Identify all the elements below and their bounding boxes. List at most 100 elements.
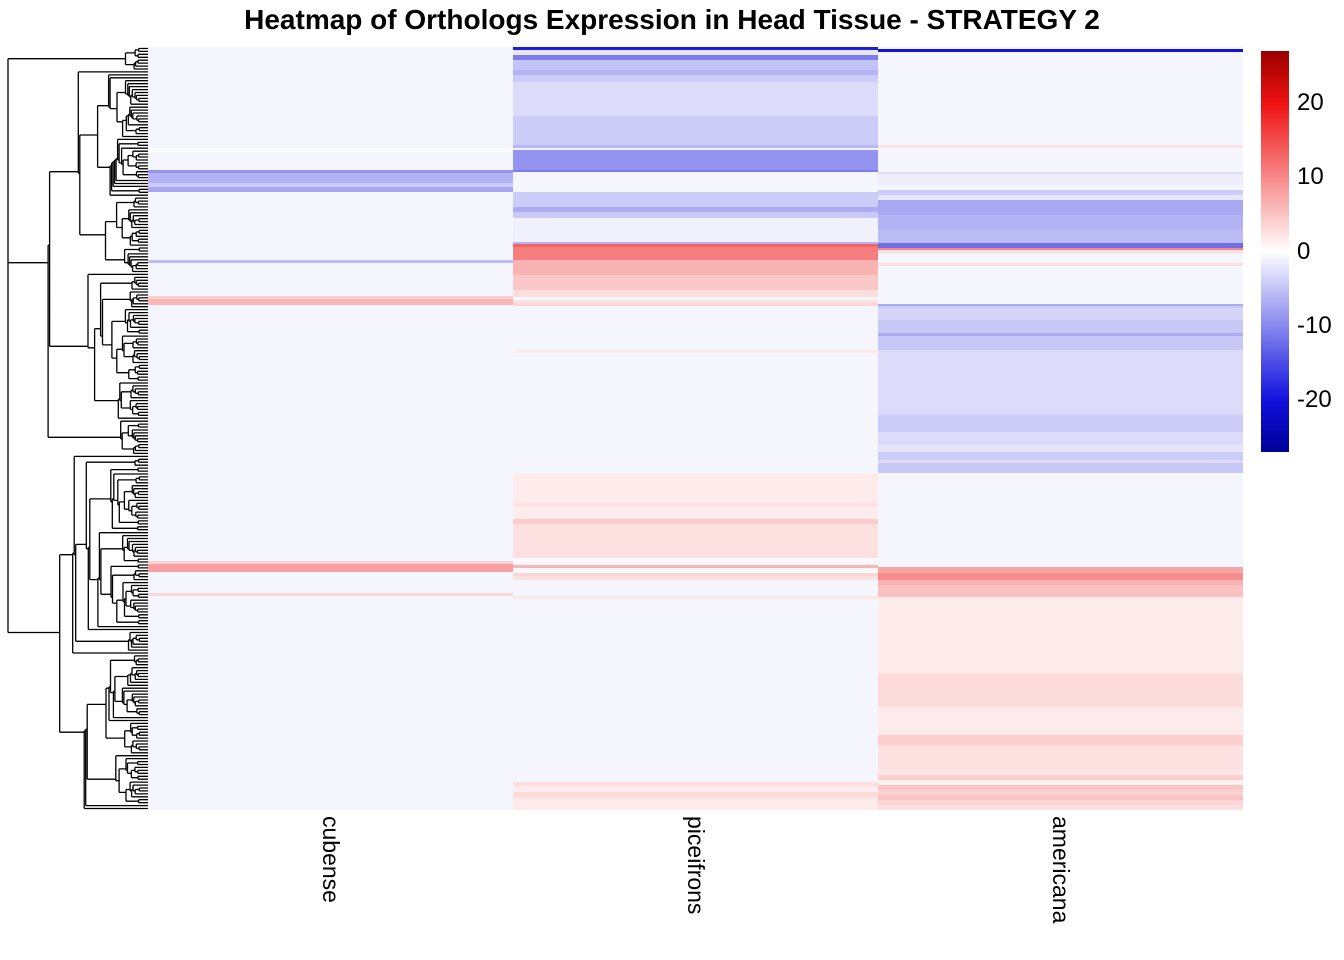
heatmap-cell-band [878,266,1243,304]
heatmap-cell-band [513,212,878,218]
heatmap-cell-band [513,792,878,798]
heatmap-cell-band [878,304,1243,306]
heatmap-cell-band [513,306,878,350]
heatmap-cell-band [513,247,878,260]
heatmap-cell-band [878,195,1243,200]
heatmap-cell-band [513,218,878,242]
heatmap-cell-band [513,300,878,303]
heatmap-cell-band [148,263,513,296]
row-dendrogram [7,47,148,810]
heatmap-cell-band [878,785,1243,790]
dendrogram-lines [7,47,148,810]
heatmap-cell-band [878,452,1243,460]
heatmap-cell-band [513,573,878,576]
colorbar-tick-labels: 20 10 0 -10 -20 [1297,0,1344,960]
column-label-americana: americana [1048,816,1074,924]
colorbar-tick-label: -10 [1297,311,1332,339]
heatmap-cell-band [513,798,878,810]
heatmap-cell-band [148,187,513,192]
heatmap-cell-band [513,60,878,70]
heatmap-cell-band [878,190,1243,195]
heatmap-cell-band [148,173,513,183]
heatmap-cell-band [513,260,878,275]
heatmap-cell-band [878,473,1243,567]
heatmap-cell-band [148,572,513,593]
heatmap-cell-band [878,350,1243,415]
heatmap-cell-band [878,200,1243,215]
heatmap-cell-band [878,432,1243,445]
heatmap-cell-band [878,52,1243,145]
heatmap-cell-band [878,145,1243,148]
heatmap-cell-band [878,585,1243,597]
heatmap-cell-band [513,786,878,792]
colorbar-tick-label: -20 [1297,386,1332,414]
heatmap-cell-band [878,263,1243,266]
column-label-cubense: cubense [318,816,344,903]
heatmap-cell-band [513,519,878,524]
heatmap-cell-band [878,780,1243,785]
heatmap-cell-band [878,735,1243,745]
heatmap-cell-band [513,148,878,150]
heatmap-cell-band [513,82,878,116]
heatmap-cell-band [148,170,513,173]
heatmap-cell-band [878,580,1243,585]
heatmap-cell-band [513,297,878,300]
heatmap-cell-band [513,503,878,506]
heatmap-cell-band [878,320,1243,333]
heatmap-cell-band [878,460,1243,463]
heatmap-cell-band [513,558,878,562]
heatmap-cell-band [878,800,1243,805]
heatmap-cell-band [878,790,1243,795]
heatmap-cell-band [148,296,513,299]
heatmap-cell-band [878,463,1243,473]
chart-title: Heatmap of Orthologs Expression in Head … [244,4,1100,35]
heatmap-cell-band [513,116,878,145]
heatmap-cell-band [513,303,878,306]
heatmap-cell-band [878,770,1243,775]
heatmap-cell-band [148,148,513,152]
heatmap-cell-band [513,75,878,82]
heatmap-cell-band [513,275,878,290]
heatmap-cell-band [148,305,513,561]
heatmap-cell-band [148,299,513,305]
heatmap-cell-band [513,568,878,573]
heatmap-cell-band [513,290,878,297]
heatmap-cell-band [513,150,878,170]
heatmap-cell-band [513,50,878,55]
heatmap-cell-band [878,573,1243,580]
heatmap-cell-band [878,49,1243,52]
heatmap-cell-band [878,597,1243,640]
heatmap-cell-band [513,565,878,568]
heatmap-cell-band [878,243,1243,248]
heatmap-cell-band [513,576,878,580]
heatmap-cell-band [148,596,513,810]
heatmap-cell-band [878,215,1243,230]
heatmap-cell-band [878,308,1243,320]
heatmap-cell-band [513,55,878,60]
heatmap-cell-band [513,473,878,503]
heatmap-cell-band [513,782,878,786]
colorbar-tick-label: 10 [1297,163,1324,191]
heatmap-cell-band [878,148,1243,172]
heatmap-cell-band [513,192,878,207]
heatmap-cell-band [878,707,1243,735]
heatmap-column-cubense [148,47,513,810]
heatmap-cell-band [878,336,1243,350]
heatmap-cell-band [878,230,1243,243]
heatmap-cell-band [513,506,878,519]
heatmap-cell-band [513,70,878,75]
colorbar-tick-label: 20 [1297,88,1324,116]
heatmap-cell-band [148,561,513,564]
heatmap-cell-band [513,562,878,565]
heatmap-cell-band [878,415,1243,432]
heatmap-cell-band [513,242,878,244]
heatmap-cell-band [513,172,878,192]
heatmap-cell-band [513,207,878,212]
heatmap-column-americana [878,47,1243,810]
heatmap-cell-band [878,567,1243,573]
heatmap-cell-band [513,350,878,353]
heatmap-column-piceifrons [513,47,878,810]
heatmap-cell-band [878,445,1243,452]
heatmap-cell-band [878,775,1243,780]
